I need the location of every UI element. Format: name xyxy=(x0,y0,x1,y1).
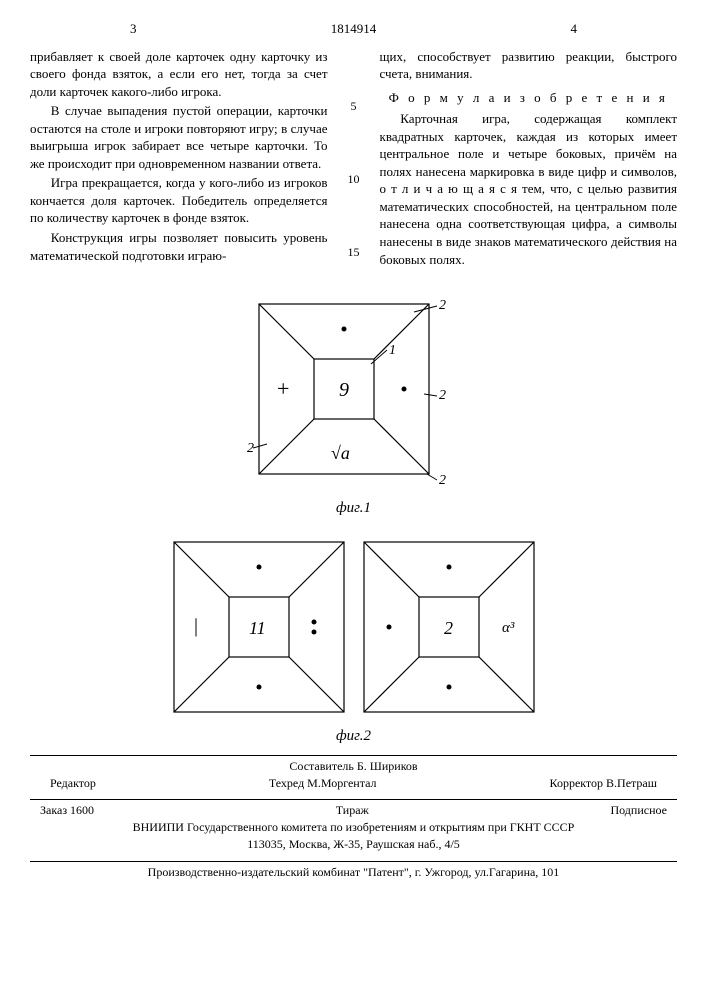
line-numbers: 5 10 15 xyxy=(346,48,362,271)
footer-org: ВНИИПИ Государственного комитета по изоб… xyxy=(30,819,677,852)
patent-number: 1814914 xyxy=(331,20,377,38)
figure-2: 11 | 2 α³ фиг.2 xyxy=(30,532,677,746)
para: В случае выпадения пустой операции, карт… xyxy=(30,102,328,172)
left-column: прибавляет к своей доле карточек одну ка… xyxy=(30,48,328,271)
footer-credits: Составитель Б. Шириков Редактор Техред М… xyxy=(30,758,677,791)
divider xyxy=(30,799,677,800)
page-num-right: 4 xyxy=(571,20,578,38)
formula-title: Ф о р м у л а и з о б р е т е н и я xyxy=(380,89,678,107)
fig1-center: 9 xyxy=(339,379,349,401)
compiler: Составитель Б. Шириков xyxy=(30,758,677,774)
fig2-left-bar: | xyxy=(194,615,198,637)
fig2-right-exp: α³ xyxy=(502,620,515,636)
page-num-left: 3 xyxy=(130,20,137,38)
corrector: Корректор В.Петраш xyxy=(550,775,657,791)
fig1-plus: + xyxy=(277,376,289,401)
fig1-svg: 9 + √a 2 1 2 2 2 xyxy=(239,284,469,494)
fig2-caption: фиг.2 xyxy=(30,726,677,746)
lineno: 10 xyxy=(346,171,362,187)
fig1-caption: фиг.1 xyxy=(30,498,677,518)
fig1-ref2c: 2 xyxy=(247,441,254,456)
divider xyxy=(30,755,677,756)
order-no: Заказ 1600 xyxy=(40,802,94,818)
page-header: 3 1814914 4 xyxy=(30,20,677,38)
fig2-left-center: 11 xyxy=(249,618,266,638)
fig1-ref2a: 2 xyxy=(439,298,446,313)
org-name: ВНИИПИ Государственного комитета по изоб… xyxy=(30,819,677,835)
divider xyxy=(30,861,677,862)
lineno: 5 xyxy=(346,98,362,114)
claim-text: Карточная игра, содержащая комплект квад… xyxy=(380,110,678,268)
fig2-svg: 11 | 2 α³ xyxy=(164,532,544,722)
org-addr: 113035, Москва, Ж-35, Раушская наб., 4/5 xyxy=(30,836,677,852)
para: прибавляет к своей доле карточек одну ка… xyxy=(30,48,328,101)
para: щих, способствует развитию реакции, быст… xyxy=(380,48,678,83)
editor: Редактор xyxy=(50,775,96,791)
fig1-ref2d: 2 xyxy=(439,473,446,488)
subscription: Подписное xyxy=(610,802,667,818)
para: Игра прекращается, когда у кого-либо из … xyxy=(30,174,328,227)
para: Конструкция игры позволяет повысить уров… xyxy=(30,229,328,264)
fig2-right-center: 2 xyxy=(444,618,453,638)
text-columns: прибавляет к своей доле карточек одну ка… xyxy=(30,48,677,271)
order-line: Заказ 1600 Тираж Подписное xyxy=(30,802,677,818)
right-column: щих, способствует развитию реакции, быст… xyxy=(380,48,678,271)
figure-1: 9 + √a 2 1 2 2 2 фиг.1 xyxy=(30,284,677,518)
fig1-sqrt: √a xyxy=(331,443,350,463)
circulation: Тираж xyxy=(336,802,369,818)
lineno: 15 xyxy=(346,244,362,260)
fig1-ref1: 1 xyxy=(389,343,396,358)
fig1-ref2b: 2 xyxy=(439,388,446,403)
printer: Производственно-издательский комбинат "П… xyxy=(30,864,677,880)
techred: Техред М.Моргентал xyxy=(269,775,377,791)
printer-line: Производственно-издательский комбинат "П… xyxy=(30,864,677,880)
